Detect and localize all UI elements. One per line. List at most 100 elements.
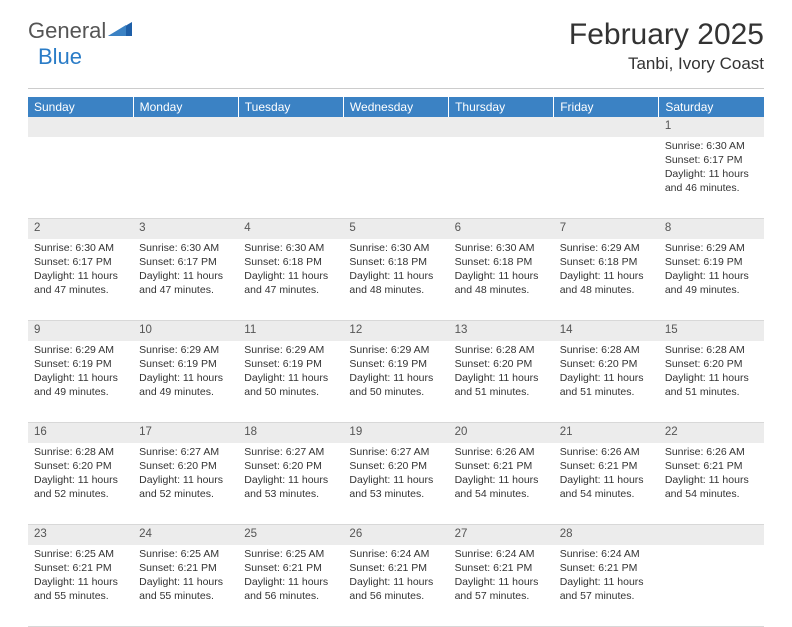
weekday-header: Tuesday	[238, 97, 343, 117]
sunset-text: Sunset: 6:17 PM	[34, 255, 127, 269]
day-body-row: Sunrise: 6:29 AMSunset: 6:19 PMDaylight:…	[28, 341, 764, 423]
day-number-row: 9101112131415	[28, 321, 764, 341]
day-number-cell: 15	[659, 321, 764, 341]
sunrise-text: Sunrise: 6:30 AM	[244, 241, 337, 255]
day-number-cell: 18	[238, 423, 343, 443]
day-number-cell: 14	[554, 321, 659, 341]
day-body-cell: Sunrise: 6:29 AMSunset: 6:19 PMDaylight:…	[238, 341, 343, 423]
daylight-text: Daylight: 11 hours and 52 minutes.	[139, 473, 232, 501]
day-body-cell: Sunrise: 6:26 AMSunset: 6:21 PMDaylight:…	[449, 443, 554, 525]
day-body-cell: Sunrise: 6:29 AMSunset: 6:18 PMDaylight:…	[554, 239, 659, 321]
daylight-text: Daylight: 11 hours and 47 minutes.	[34, 269, 127, 297]
sunset-text: Sunset: 6:20 PM	[34, 459, 127, 473]
weekday-header-row: SundayMondayTuesdayWednesdayThursdayFrid…	[28, 97, 764, 117]
daylight-text: Daylight: 11 hours and 54 minutes.	[560, 473, 653, 501]
day-number-cell	[238, 117, 343, 137]
sunset-text: Sunset: 6:20 PM	[139, 459, 232, 473]
sunrise-text: Sunrise: 6:24 AM	[455, 547, 548, 561]
daylight-text: Daylight: 11 hours and 54 minutes.	[665, 473, 758, 501]
day-number-cell: 9	[28, 321, 133, 341]
day-body-cell	[554, 137, 659, 219]
sunset-text: Sunset: 6:21 PM	[139, 561, 232, 575]
weekday-header: Saturday	[659, 97, 764, 117]
day-body-cell: Sunrise: 6:27 AMSunset: 6:20 PMDaylight:…	[343, 443, 448, 525]
weekday-header: Thursday	[449, 97, 554, 117]
daylight-text: Daylight: 11 hours and 55 minutes.	[34, 575, 127, 603]
brand-triangle-icon	[108, 20, 134, 43]
daylight-text: Daylight: 11 hours and 46 minutes.	[665, 167, 758, 195]
sunrise-text: Sunrise: 6:26 AM	[560, 445, 653, 459]
day-number-cell: 5	[343, 219, 448, 239]
sunrise-text: Sunrise: 6:25 AM	[244, 547, 337, 561]
daylight-text: Daylight: 11 hours and 48 minutes.	[560, 269, 653, 297]
sunset-text: Sunset: 6:19 PM	[34, 357, 127, 371]
day-number-cell	[449, 117, 554, 137]
sunset-text: Sunset: 6:21 PM	[244, 561, 337, 575]
day-body-row: Sunrise: 6:25 AMSunset: 6:21 PMDaylight:…	[28, 545, 764, 627]
day-number-cell: 23	[28, 525, 133, 545]
daylight-text: Daylight: 11 hours and 51 minutes.	[455, 371, 548, 399]
day-body-cell: Sunrise: 6:27 AMSunset: 6:20 PMDaylight:…	[133, 443, 238, 525]
daylight-text: Daylight: 11 hours and 52 minutes.	[34, 473, 127, 501]
day-body-cell	[343, 137, 448, 219]
sunset-text: Sunset: 6:21 PM	[34, 561, 127, 575]
sunrise-text: Sunrise: 6:27 AM	[139, 445, 232, 459]
sunset-text: Sunset: 6:20 PM	[244, 459, 337, 473]
day-number-cell: 20	[449, 423, 554, 443]
sunrise-text: Sunrise: 6:28 AM	[665, 343, 758, 357]
header: General February 2025 Tanbi, Ivory Coast	[0, 0, 792, 82]
day-number-cell: 7	[554, 219, 659, 239]
day-body-cell: Sunrise: 6:25 AMSunset: 6:21 PMDaylight:…	[238, 545, 343, 627]
day-body-cell: Sunrise: 6:28 AMSunset: 6:20 PMDaylight:…	[28, 443, 133, 525]
sunrise-text: Sunrise: 6:29 AM	[349, 343, 442, 357]
daylight-text: Daylight: 11 hours and 47 minutes.	[244, 269, 337, 297]
sunrise-text: Sunrise: 6:24 AM	[349, 547, 442, 561]
sunrise-text: Sunrise: 6:25 AM	[139, 547, 232, 561]
day-number-cell: 25	[238, 525, 343, 545]
sunset-text: Sunset: 6:19 PM	[139, 357, 232, 371]
day-number-row: 2345678	[28, 219, 764, 239]
day-number-cell	[28, 117, 133, 137]
daylight-text: Daylight: 11 hours and 48 minutes.	[349, 269, 442, 297]
day-number-cell: 3	[133, 219, 238, 239]
day-number-cell	[659, 525, 764, 545]
sunrise-text: Sunrise: 6:29 AM	[139, 343, 232, 357]
brand-logo: General	[28, 18, 114, 44]
weekday-header: Sunday	[28, 97, 133, 117]
sunset-text: Sunset: 6:20 PM	[455, 357, 548, 371]
day-number-cell: 4	[238, 219, 343, 239]
day-number-cell: 6	[449, 219, 554, 239]
sunrise-text: Sunrise: 6:30 AM	[455, 241, 548, 255]
sunset-text: Sunset: 6:17 PM	[139, 255, 232, 269]
day-number-row: 232425262728	[28, 525, 764, 545]
sunrise-text: Sunrise: 6:26 AM	[665, 445, 758, 459]
day-number-cell: 24	[133, 525, 238, 545]
sunrise-text: Sunrise: 6:30 AM	[34, 241, 127, 255]
day-body-row: Sunrise: 6:30 AMSunset: 6:17 PMDaylight:…	[28, 137, 764, 219]
location-text: Tanbi, Ivory Coast	[569, 54, 764, 74]
sunset-text: Sunset: 6:20 PM	[665, 357, 758, 371]
day-number-cell: 26	[343, 525, 448, 545]
sunset-text: Sunset: 6:21 PM	[560, 561, 653, 575]
sunrise-text: Sunrise: 6:30 AM	[139, 241, 232, 255]
day-number-cell: 17	[133, 423, 238, 443]
sunset-text: Sunset: 6:19 PM	[349, 357, 442, 371]
sunrise-text: Sunrise: 6:30 AM	[665, 139, 758, 153]
day-number-row: 16171819202122	[28, 423, 764, 443]
sunrise-text: Sunrise: 6:24 AM	[560, 547, 653, 561]
day-body-cell: Sunrise: 6:30 AMSunset: 6:17 PMDaylight:…	[659, 137, 764, 219]
sunset-text: Sunset: 6:20 PM	[349, 459, 442, 473]
day-number-cell: 12	[343, 321, 448, 341]
sunrise-text: Sunrise: 6:27 AM	[349, 445, 442, 459]
day-body-cell: Sunrise: 6:27 AMSunset: 6:20 PMDaylight:…	[238, 443, 343, 525]
day-body-cell: Sunrise: 6:25 AMSunset: 6:21 PMDaylight:…	[28, 545, 133, 627]
sunrise-text: Sunrise: 6:25 AM	[34, 547, 127, 561]
daylight-text: Daylight: 11 hours and 49 minutes.	[34, 371, 127, 399]
sunrise-text: Sunrise: 6:28 AM	[34, 445, 127, 459]
sunrise-text: Sunrise: 6:26 AM	[455, 445, 548, 459]
header-divider	[28, 88, 764, 89]
day-body-cell: Sunrise: 6:28 AMSunset: 6:20 PMDaylight:…	[449, 341, 554, 423]
day-number-cell: 13	[449, 321, 554, 341]
sunset-text: Sunset: 6:18 PM	[244, 255, 337, 269]
day-body-cell: Sunrise: 6:28 AMSunset: 6:20 PMDaylight:…	[554, 341, 659, 423]
